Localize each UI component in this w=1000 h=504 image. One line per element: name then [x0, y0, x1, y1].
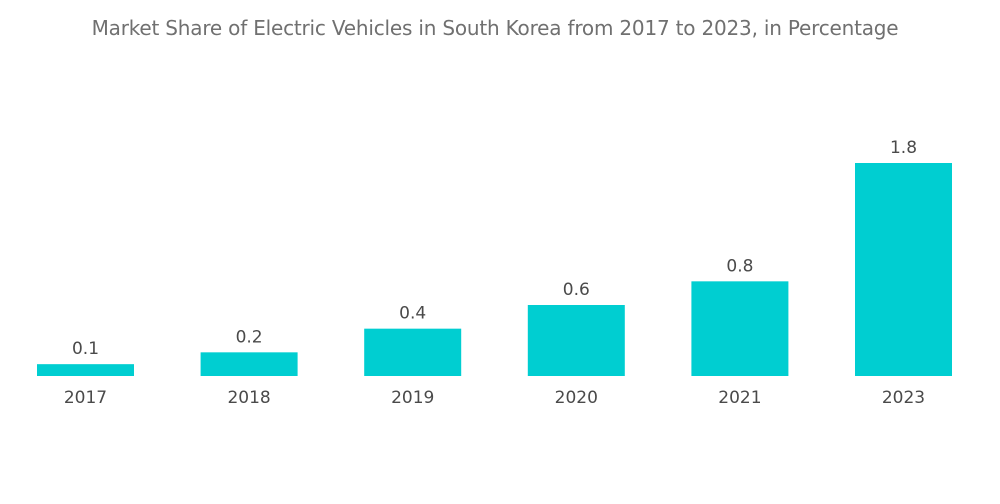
x-axis-labels-group: 2017 2018 2019 2020 2021 2023 — [64, 388, 925, 408]
value-label-2018: 0.2 — [236, 327, 263, 347]
bar-2019 — [364, 328, 462, 376]
value-label-2021: 0.8 — [726, 256, 753, 276]
x-tick-label-2018: 2018 — [227, 388, 270, 408]
value-label-2020: 0.6 — [563, 280, 590, 300]
value-label-2017: 0.1 — [72, 339, 99, 359]
value-label-2019: 0.4 — [399, 304, 426, 324]
value-label-2023: 1.8 — [890, 138, 917, 158]
x-tick-label-2019: 2019 — [391, 388, 434, 408]
x-tick-label-2020: 2020 — [555, 388, 598, 408]
x-tick-label-2023: 2023 — [882, 388, 925, 408]
x-tick-label-2021: 2021 — [718, 388, 761, 408]
bar-2023 — [855, 163, 952, 376]
bars-group — [37, 163, 952, 376]
chart-title: Market Share of Electric Vehicles in Sou… — [91, 16, 899, 40]
bar-2020 — [527, 305, 625, 376]
value-labels-group: 0.1 0.2 0.4 0.6 0.8 1.8 — [72, 138, 917, 359]
x-tick-label-2017: 2017 — [64, 388, 107, 408]
bar-2017 — [37, 364, 134, 376]
bar-2018 — [200, 352, 298, 376]
bar-2021 — [691, 281, 789, 376]
